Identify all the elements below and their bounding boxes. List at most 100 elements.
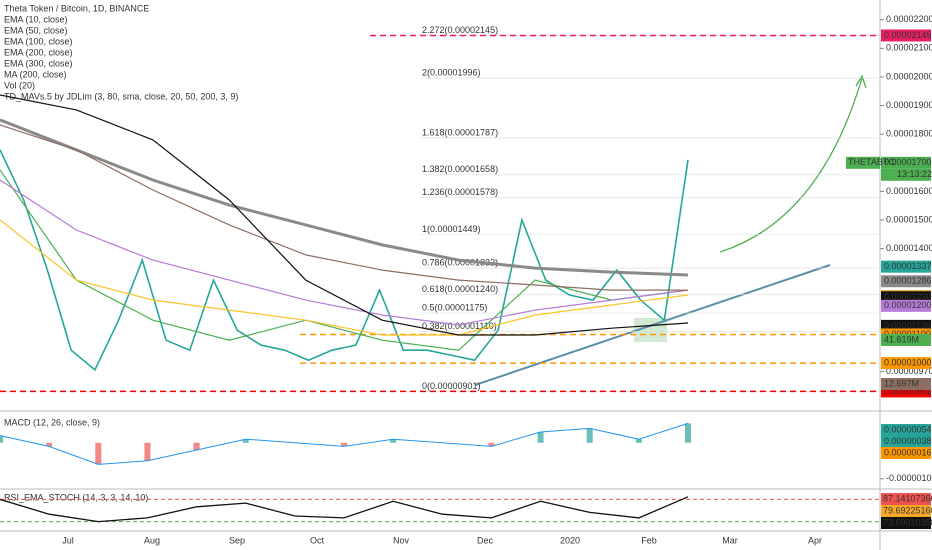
price-label: 0.00000901 (884, 386, 932, 396)
series-line (0, 219, 689, 336)
legend-entry: Vol (20) (4, 80, 35, 90)
x-tick-label: Dec (477, 535, 494, 545)
macd-bar (242, 439, 249, 443)
macd-bar (193, 442, 200, 450)
rsi-label-box (881, 493, 931, 505)
y-tick-label: 0.00002100 (886, 43, 932, 53)
price-label: 0.00001337 (884, 261, 932, 271)
fib-label: 0.382(0.00001110) (422, 321, 497, 331)
fib-label: 1.618(0.00001787) (422, 127, 498, 137)
rsi-label: 87.14107366 (883, 493, 932, 503)
macd-bar (144, 442, 151, 461)
legend-entry: TD_MAVs.5 by JDLim (3, 80, sma, close, 2… (4, 91, 238, 101)
projection-arrow (719, 77, 863, 253)
price-label-box (881, 260, 931, 273)
x-tick-label: Oct (310, 535, 325, 545)
macd-bar (95, 442, 102, 465)
price-label: 0.00001230 (884, 292, 932, 302)
x-tick-label: Aug (144, 535, 160, 545)
price-label: 0.00001200 (884, 300, 932, 310)
series-line (0, 124, 688, 291)
macd-bar (685, 423, 691, 443)
legend-entry: EMA (100, close) (4, 36, 73, 46)
price-label-box (881, 357, 931, 370)
x-tick-label: Jul (62, 535, 74, 545)
volume-label-box (881, 378, 931, 390)
macd-bar (46, 442, 53, 447)
x-tick-label: 2020 (560, 535, 580, 545)
macd-title: MACD (12, 26, close, 9) (4, 417, 100, 427)
y-tick-label: 0.00000970 (886, 366, 932, 376)
rsi-line (0, 496, 689, 523)
price-label: 0.00001700 (884, 157, 932, 167)
legend-entry: EMA (300, close) (4, 58, 73, 68)
macd-label-box (881, 435, 931, 448)
macd-label: 0.00000016 (884, 447, 932, 457)
macd-bar (341, 442, 347, 447)
volume-label: 41.619M (884, 334, 919, 344)
macd-bar (488, 442, 495, 447)
countdown: 13:13:22 (897, 169, 932, 179)
fib-label: 0.618(0.00001240) (422, 284, 498, 294)
rsi-label-box (881, 505, 931, 517)
y-tick-label: 0.00001800 (886, 129, 932, 139)
y-tick-label: 0.00001400 (886, 243, 932, 253)
fib-label: 1.382(0.00001658) (422, 164, 498, 174)
legend-entry: EMA (10, close) (4, 14, 68, 24)
macd-label-box (881, 424, 931, 436)
price-label-box (881, 29, 931, 42)
macd-label-box (881, 447, 931, 459)
price-label-box (881, 275, 931, 288)
chart-title: Theta Token / Bitcoin, 1D, BINANCE (4, 3, 149, 13)
macd-bar (0, 435, 3, 443)
x-tick-label: Apr (808, 535, 822, 545)
fib-label: 2.272(0.00002145) (422, 25, 498, 35)
price-label: 0.00002145 (884, 30, 932, 40)
y-tick-label: 0.00001600 (886, 186, 932, 196)
series-line (0, 169, 689, 351)
rsi-label: 73.69010358 (883, 517, 932, 527)
price-label: 0.00001000 (884, 357, 932, 367)
x-tick-label: Feb (641, 535, 657, 545)
rsi-label-box (881, 517, 931, 529)
y-tick-label: 0.00002000 (886, 71, 932, 81)
fib-label: 1.236(0.00001578) (422, 187, 498, 197)
fib-label: 1(0.00001449) (422, 224, 481, 234)
series-line (0, 94, 689, 336)
macd-bar (537, 432, 544, 443)
legend-entry: EMA (50, close) (4, 25, 68, 35)
macd-label: 0.00000038 (884, 436, 932, 446)
macd-bar (390, 439, 397, 443)
y-tick-label: 0.00001900 (886, 100, 932, 110)
fib-label: 0(0.00000901) (422, 381, 481, 391)
volume-label-box (881, 334, 931, 346)
x-tick-label: Sep (229, 535, 245, 545)
volume-label: 12.697M (884, 378, 919, 388)
series-line (0, 149, 689, 372)
macd-bar (586, 428, 593, 443)
price-label-box (881, 156, 931, 169)
series-line (0, 179, 689, 326)
fib-label: 0.5(0.00001175) (422, 302, 487, 312)
price-label-box (881, 299, 931, 312)
y-tick-label: 0.00001500 (886, 214, 932, 224)
price-label: 0.00001286 (884, 276, 932, 286)
price-label: 0.00001100 (884, 329, 931, 339)
price-label: 0.00001130 (884, 320, 931, 330)
symbol-label: THETABTC (848, 157, 895, 167)
rsi-label: 79.69225160 (883, 505, 932, 515)
legend-entry: EMA (200, close) (4, 47, 73, 57)
y-tick-label: -0.00000100 (886, 473, 932, 483)
fib-label: 2(0.00001996) (422, 67, 481, 77)
y-tick-label: 0.00002200 (886, 14, 932, 24)
arrow-head (855, 74, 867, 89)
macd-line (0, 422, 689, 465)
countdown-box (881, 168, 931, 181)
macd-bar (635, 439, 642, 443)
fib-label: 0.786(0.00001332) (422, 257, 498, 267)
macd-label: 0.00000054 (884, 424, 932, 434)
legend-entry: MA (200, close) (4, 69, 67, 79)
symbol-box (846, 156, 880, 169)
